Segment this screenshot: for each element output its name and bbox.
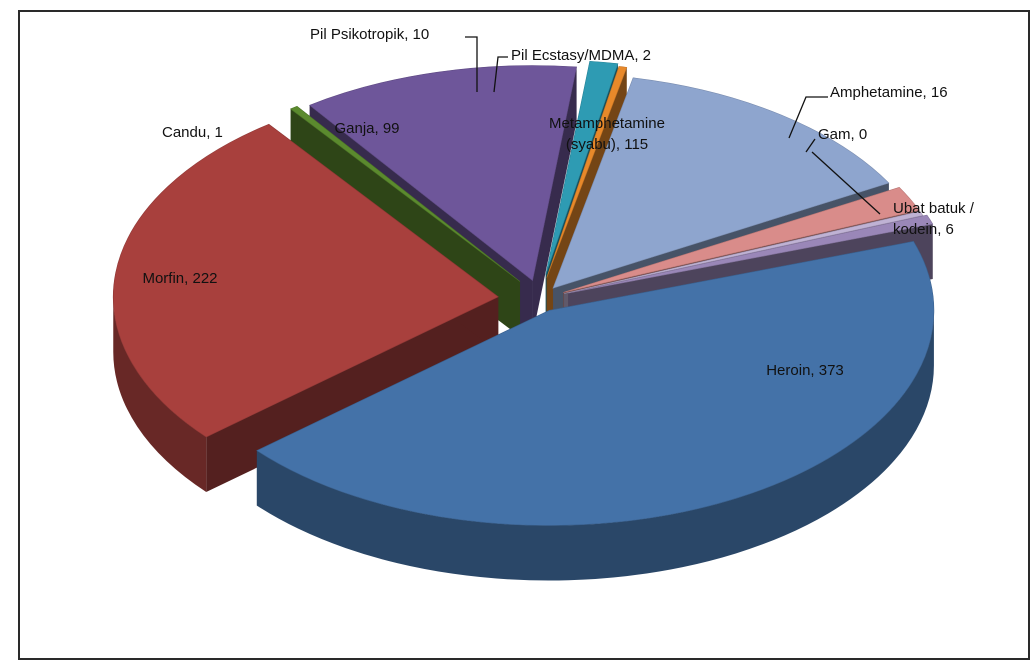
slice-labels: Metamphetamine (syabu), 115 Amphetamine, 1…	[142, 26, 974, 379]
slice-label-5-0: Morfin, 222	[142, 270, 217, 287]
slice-wall-5-0	[113, 296, 207, 492]
pie-slice-candu	[289, 105, 521, 282]
pie-slice-metamphetamine-syabu	[552, 77, 890, 289]
leader-line-2	[805, 138, 816, 153]
pie-chart: Metamphetamine (syabu), 115 Amphetamine, 1…	[112, 26, 975, 581]
slice-wall-4-0	[256, 310, 934, 581]
pie-slice-amphetamine	[563, 186, 920, 293]
slice-label-6-0: Candu, 1	[162, 124, 223, 141]
pie-slice-gam	[564, 210, 924, 294]
leader-line-3	[811, 151, 881, 215]
leader-line-8	[465, 36, 478, 92]
slice-label-0-0: Metamphetamine	[549, 115, 665, 132]
pie-slice-morfin	[112, 123, 499, 438]
pie-slice-heroin	[256, 241, 935, 526]
pie-tops	[112, 60, 935, 526]
pie-slice-pil-ecstasy-mdma	[546, 66, 628, 278]
slice-label-4-0: Heroin, 373	[766, 362, 844, 379]
pie-slice-ganja	[308, 65, 577, 282]
slice-label-8-0: Pil Psikotropik, 10	[310, 26, 429, 43]
slice-label-1-0: Amphetamine, 16	[830, 84, 948, 101]
slice-label-7-0: Ganja, 99	[334, 120, 399, 137]
slice-label-3-1: kodein, 6	[893, 221, 954, 238]
pie-slice-ubat-batuk-kodein	[568, 214, 934, 294]
slice-label-9-0: Pil Ecstasy/MDMA, 2	[511, 47, 651, 64]
leader-line-9	[493, 56, 508, 93]
slice-label-0-1: (syabu), 115	[566, 136, 648, 153]
slice-label-2-0: Gam, 0	[818, 126, 867, 143]
slice-label-3-0: Ubat batuk /	[893, 200, 975, 217]
pie-slice-pil-psikotropik	[545, 60, 619, 275]
slice-cut-face-7-1	[532, 66, 577, 336]
leader-line-1	[788, 96, 828, 139]
leader-lines	[465, 36, 881, 215]
